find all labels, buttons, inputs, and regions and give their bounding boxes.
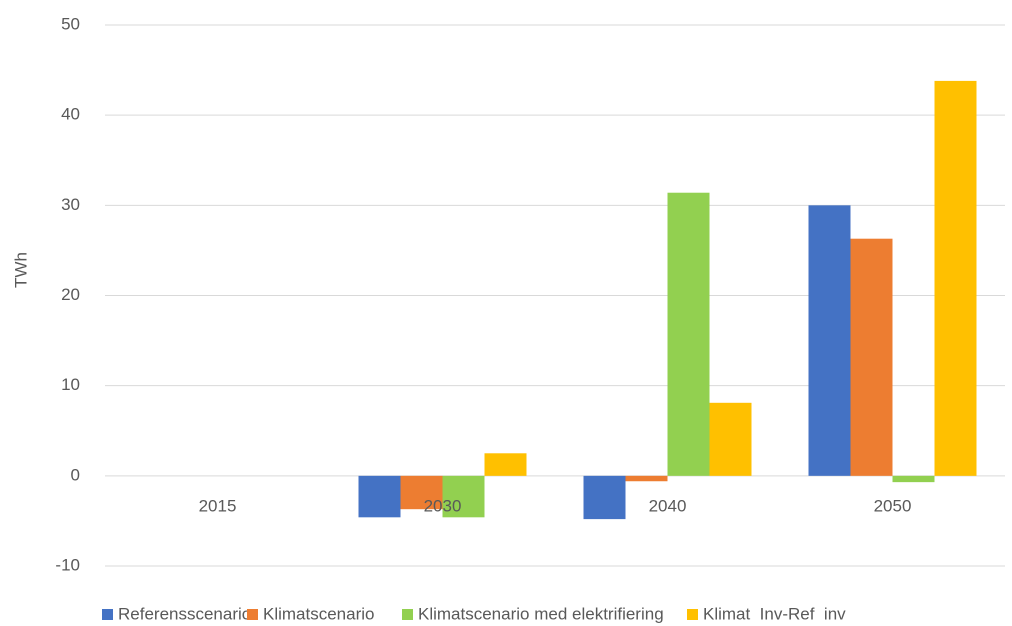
- y-tick-label: 30: [61, 195, 80, 214]
- bar: [709, 402, 752, 476]
- legend-label: Klimatscenario med elektrifiering: [418, 604, 664, 623]
- legend-label: Klimatscenario: [263, 604, 375, 623]
- legend-swatch: [102, 609, 113, 620]
- bar: [667, 192, 710, 476]
- y-tick-label: 50: [61, 14, 80, 33]
- legend-swatch: [402, 609, 413, 620]
- y-tick-label: 10: [61, 375, 80, 394]
- bar: [484, 453, 527, 476]
- bar: [358, 475, 401, 518]
- bar: [934, 80, 977, 476]
- bar: [583, 475, 626, 520]
- y-tick-label: 40: [61, 105, 80, 124]
- legend-swatch: [247, 609, 258, 620]
- bar: [850, 238, 893, 476]
- bar: [442, 475, 485, 518]
- bar: [625, 475, 668, 482]
- x-tick-label: 2040: [649, 496, 687, 515]
- bar: [892, 475, 935, 483]
- y-tick-label: 20: [61, 285, 80, 304]
- x-tick-label: 2050: [874, 496, 912, 515]
- bar: [400, 475, 443, 510]
- bar: [808, 205, 851, 476]
- y-axis-label: TWh: [11, 252, 30, 288]
- legend-label: Klimat Inv-Ref inv: [703, 604, 846, 623]
- x-tick-label: 2030: [424, 496, 462, 515]
- legend-swatch: [687, 609, 698, 620]
- x-tick-label: 2015: [199, 496, 237, 515]
- legend-label: Referensscenario: [118, 604, 251, 623]
- y-tick-label: -10: [55, 555, 80, 574]
- y-tick-label: 0: [71, 465, 80, 484]
